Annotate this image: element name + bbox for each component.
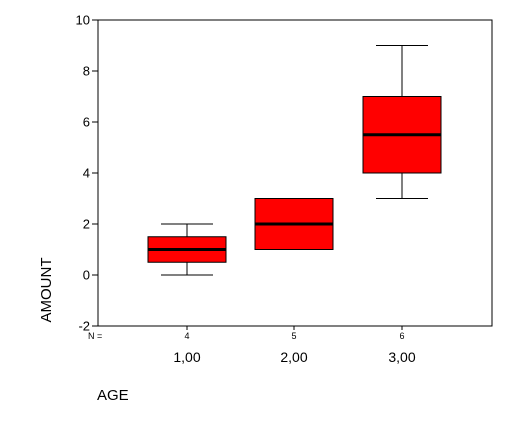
y-axis: -2 0 2 4 6 8 10 (76, 13, 98, 334)
x-category-label: 1,00 (173, 349, 200, 365)
n-count-label: 4 (184, 331, 189, 341)
y-tick-label: 2 (83, 217, 90, 232)
n-label: N = (88, 331, 102, 341)
x-category-label: 3,00 (388, 349, 415, 365)
x-category-label: 2,00 (280, 349, 307, 365)
n-count-label: 6 (399, 331, 404, 341)
box-series (147, 45, 442, 276)
y-tick-label: -2 (78, 319, 90, 334)
x-axis: 4 1,00 5 2,00 6 3,00 (173, 326, 416, 365)
x-axis-title: AGE (97, 387, 129, 404)
y-tick-label: 10 (76, 13, 90, 28)
y-axis-title: AMOUNT (38, 258, 55, 323)
y-tick-label: 6 (83, 115, 90, 130)
n-count-label: 5 (291, 331, 296, 341)
y-tick-label: 4 (83, 166, 90, 181)
y-tick-label: 0 (83, 268, 90, 283)
y-tick-label: 8 (83, 64, 90, 79)
